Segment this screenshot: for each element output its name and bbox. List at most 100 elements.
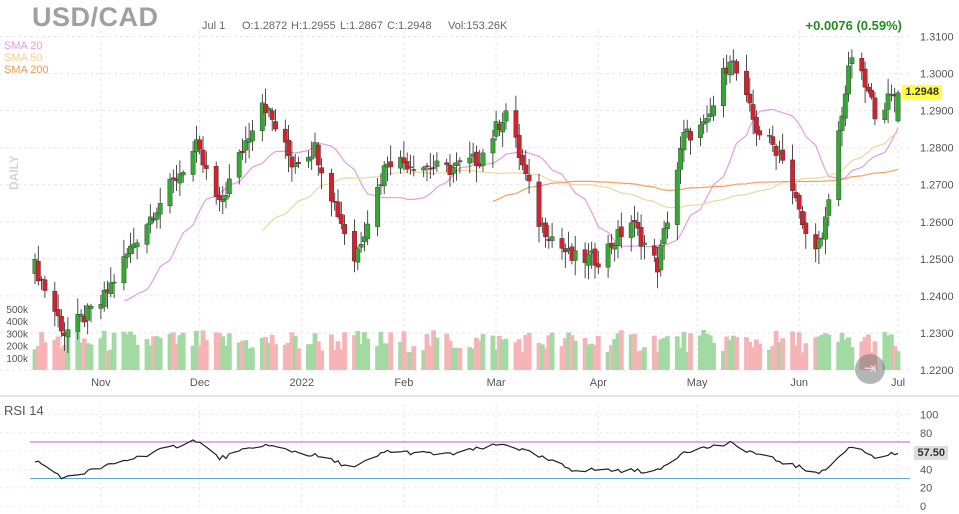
candle-body bbox=[454, 162, 459, 166]
candle-body bbox=[220, 199, 226, 202]
candle-body bbox=[661, 228, 667, 244]
volume-bar bbox=[796, 332, 802, 370]
rsi-tick-label: 100 bbox=[920, 410, 938, 422]
candle-body bbox=[362, 236, 367, 242]
date-tick-label: Jun bbox=[790, 377, 808, 389]
candle-body bbox=[757, 130, 763, 136]
candle-body bbox=[635, 222, 641, 229]
candle-body bbox=[424, 165, 430, 168]
volume-bar bbox=[513, 342, 519, 370]
volume-bar bbox=[866, 334, 871, 370]
volume-bar bbox=[108, 349, 114, 370]
volume-tick-label: 100k bbox=[6, 354, 29, 365]
volume-tick-label: 200k bbox=[6, 342, 29, 353]
candle-body bbox=[681, 131, 687, 151]
volume-bar bbox=[562, 338, 568, 370]
volume-bar bbox=[892, 345, 898, 370]
candle-body bbox=[490, 138, 496, 154]
volume-bar bbox=[315, 341, 321, 370]
volume-bar bbox=[813, 337, 819, 370]
candle-body bbox=[88, 305, 94, 309]
volume-bar bbox=[434, 337, 440, 370]
volume-bar bbox=[780, 338, 786, 370]
volume-bar bbox=[358, 344, 364, 370]
candle-body bbox=[273, 121, 278, 130]
volume-bar bbox=[404, 352, 410, 370]
volume-bar bbox=[885, 335, 891, 370]
candle-body bbox=[427, 168, 433, 170]
volume-bar bbox=[539, 344, 545, 370]
price-tick-label: 1.2700 bbox=[920, 180, 954, 192]
candle-body bbox=[352, 230, 357, 262]
volume-bar bbox=[174, 343, 179, 370]
volume-bar bbox=[39, 332, 44, 370]
rsi-line bbox=[34, 439, 899, 480]
volume-bar bbox=[823, 333, 828, 370]
volume-bar bbox=[520, 352, 525, 370]
jump-to-latest-icon: ⇥ bbox=[863, 360, 877, 377]
volume-bar bbox=[411, 346, 417, 370]
volume-bar bbox=[566, 332, 571, 370]
volume-bar bbox=[549, 332, 555, 370]
rsi-tick-label: 0 bbox=[920, 501, 926, 513]
volume-bar bbox=[144, 339, 150, 370]
volume-bar bbox=[124, 334, 130, 370]
volume-tick-label: 500k bbox=[6, 305, 29, 316]
jump-to-latest-button[interactable]: ⇥ bbox=[855, 354, 885, 384]
candle-body bbox=[411, 169, 417, 171]
volume-bar bbox=[674, 336, 680, 370]
volume-bar bbox=[839, 332, 845, 370]
volume-bar bbox=[121, 331, 127, 370]
candle-body bbox=[520, 154, 525, 166]
volume-bar bbox=[707, 335, 713, 370]
volume-bar bbox=[467, 347, 473, 370]
volume-bar bbox=[632, 333, 637, 370]
volume-bar bbox=[131, 334, 137, 370]
volume-bar bbox=[704, 333, 710, 370]
legend-sma50[interactable]: SMA 50 bbox=[4, 52, 43, 64]
candle-body bbox=[605, 243, 611, 268]
candle-body bbox=[296, 162, 301, 164]
volume-bar bbox=[684, 352, 690, 370]
volume-bar bbox=[615, 333, 621, 370]
volume-bar bbox=[59, 347, 64, 370]
rsi-tick-label: 80 bbox=[920, 428, 932, 440]
candle-body bbox=[513, 110, 519, 138]
legend-sma20[interactable]: SMA 20 bbox=[4, 40, 43, 52]
volume-bar bbox=[167, 333, 173, 370]
candle-body bbox=[628, 222, 634, 238]
volume-bar bbox=[309, 344, 315, 370]
volume-bar bbox=[816, 336, 822, 370]
candle-body bbox=[474, 151, 479, 167]
candle-body bbox=[342, 223, 347, 235]
volume-bar bbox=[678, 347, 683, 370]
volume-bar bbox=[246, 348, 252, 370]
legend-sma200[interactable]: SMA 200 bbox=[4, 64, 49, 76]
price-tick-label: 1.2800 bbox=[920, 143, 954, 155]
volume-bar bbox=[32, 349, 38, 370]
volume-bar bbox=[243, 340, 249, 370]
bar-date: Jul 1 bbox=[202, 20, 226, 32]
candle-body bbox=[549, 236, 555, 241]
volume-bar bbox=[98, 338, 104, 370]
high-value: H:1.2955 bbox=[291, 20, 336, 32]
candle-body bbox=[523, 164, 529, 174]
volume-bar bbox=[447, 340, 453, 370]
candle-body bbox=[770, 136, 776, 145]
candle-body bbox=[78, 313, 84, 317]
volume-bar bbox=[543, 348, 548, 370]
candle-body bbox=[55, 309, 61, 317]
volume-bar bbox=[296, 348, 301, 370]
volume-bar bbox=[490, 335, 496, 370]
volume-bar bbox=[862, 336, 868, 370]
candle-body bbox=[292, 163, 298, 167]
volume-bar bbox=[750, 347, 756, 370]
candle-body bbox=[457, 160, 463, 162]
candle-body bbox=[388, 161, 394, 168]
price-tick-label: 1.2200 bbox=[920, 365, 954, 377]
candle-body bbox=[401, 157, 407, 164]
date-tick-label: Nov bbox=[91, 377, 111, 389]
volume-bar bbox=[180, 332, 186, 370]
volume-bar bbox=[273, 344, 278, 370]
